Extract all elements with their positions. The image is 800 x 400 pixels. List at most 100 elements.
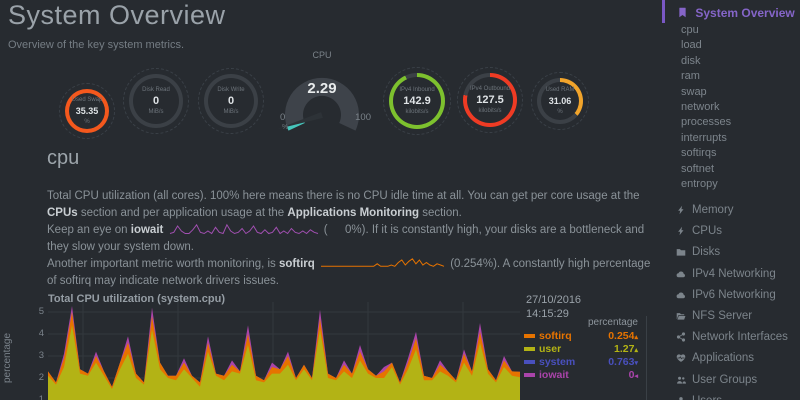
sidebar-item-nfs-server[interactable]: NFS Server [662, 305, 800, 326]
legend-divider [646, 316, 647, 400]
gauge-value: 0 [152, 95, 160, 107]
share-icon [676, 332, 686, 342]
cpu-paragraph-softirq: Another important metric worth monitorin… [47, 256, 651, 290]
gauge-title: Disk Write [217, 87, 245, 93]
legend-label: user [539, 343, 562, 355]
sidebar-item-memory[interactable]: Memory [662, 199, 800, 220]
softirq-label: softirq [279, 258, 315, 270]
y-tick: 3 [38, 350, 44, 361]
sidebar-item-label: System Overview [695, 6, 795, 20]
legend-label: system [539, 356, 576, 368]
gauge-disk-read[interactable]: Disk Read 0 MiB/s [123, 68, 189, 134]
sidebar-item-system-overview[interactable]: System Overview [662, 0, 800, 23]
sidebar-subitem-cpu[interactable]: cpu [681, 24, 699, 36]
sidebar-subitem-interrupts[interactable]: interrupts [681, 131, 727, 144]
sidebar-item-applications[interactable]: Applications [662, 348, 800, 369]
cpu-paragraph-utilization: Total CPU utilization (all cores). 100% … [47, 188, 651, 222]
text: ( [450, 258, 455, 270]
gauge-title: IPv4 Outbound [469, 86, 511, 92]
y-tick: 2 [38, 372, 44, 383]
iowait-value: 0% [344, 224, 362, 236]
users-icon [677, 376, 686, 384]
gauge-min: 0 [280, 112, 286, 123]
gauge-title: Used RAM [545, 87, 575, 93]
chart-title: Total CPU utilization (system.cpu) [48, 293, 226, 305]
y-tick: 4 [38, 328, 44, 339]
sidebar-subitem-swap[interactable]: swap [681, 85, 707, 98]
gauge-used-swap[interactable]: Used Swap 35.35 % [59, 83, 115, 139]
gauge-units: % [84, 119, 90, 125]
gauge-units: kilobits/s [478, 108, 502, 114]
cpu-description: Total CPU utilization (all cores). 100% … [47, 188, 651, 290]
text: section and per application usage at the [77, 207, 288, 219]
cloud-icon [676, 271, 685, 277]
legend-label: softirq [539, 330, 572, 342]
gauge-cpu[interactable]: CPU 2.29 0 100 % [267, 50, 377, 145]
sidebar-item-user-groups[interactable]: User Groups [662, 369, 800, 390]
chart-time: 14:15:29 [526, 308, 569, 320]
sidebar-subitem-ram[interactable]: ram [681, 70, 700, 83]
gauge-max: 100 [355, 112, 371, 123]
gauge-value: 2.29 [307, 80, 337, 97]
text: Another important metric worth monitorin… [47, 258, 280, 270]
gauge-ticks [531, 72, 589, 130]
softirq-value: 0.254% [454, 258, 494, 270]
legend-row-system[interactable]: system [524, 356, 575, 369]
legend-value-softirq: 0.254▴ [608, 330, 638, 342]
cpu-gauge-arc [277, 77, 359, 131]
bolt-icon [678, 226, 684, 236]
applications-monitoring-link[interactable]: Applications Monitoring [287, 207, 419, 219]
gauge-units: MiB/s [223, 109, 239, 115]
cpu-utilization-chart[interactable] [48, 302, 520, 400]
sidebar-item-cpus[interactable]: CPUs [662, 221, 800, 242]
folder-icon [676, 249, 686, 257]
legend-swatch [524, 334, 535, 339]
text: ). A constantly high percentage of softi… [47, 258, 651, 287]
gauge-units: % [557, 109, 563, 115]
gauge-title: CPU [312, 50, 332, 60]
gauge-ticks [198, 68, 264, 134]
legend-swatch [524, 373, 535, 378]
sidebar-item-ipv4-networking[interactable]: IPv4 Networking [662, 263, 800, 284]
gauge-used-ram[interactable]: Used RAM 31.06 % [531, 72, 589, 130]
sidebar-subitem-softirqs[interactable]: softirqs [681, 147, 717, 160]
legend-value-iowait: 0◂ [628, 369, 638, 381]
sidebar-item-network-interfaces[interactable]: Network Interfaces [662, 327, 800, 348]
chart-ylabel: percentage [2, 332, 13, 384]
sidebar-subitem-load[interactable]: load [681, 39, 702, 52]
sidebar-item-disks[interactable]: Disks [662, 242, 800, 263]
sidebar-item-users[interactable]: Users [662, 390, 800, 400]
cpus-link[interactable]: CPUs [47, 207, 78, 219]
legend-swatch [524, 347, 535, 352]
iowait-label: iowait [130, 224, 164, 236]
sidebar-subitem-network[interactable]: network [681, 101, 720, 114]
folder-open-icon [676, 313, 686, 320]
gauge-ticks [123, 68, 189, 134]
text: Total CPU utilization (all cores). 100% … [47, 190, 640, 202]
y-tick: 5 [38, 306, 44, 317]
sidebar-submenu: cpu load disk ram swap network processes… [662, 23, 800, 192]
gauge-value: 127.5 [476, 94, 504, 106]
gauge-ipv4-inbound[interactable]: IPv4 Inbound 142.9 kilobits/s [383, 67, 451, 135]
legend-row-softirq[interactable]: softirq [524, 330, 572, 343]
page-subtitle: Overview of the key system metrics. [8, 39, 185, 51]
gauge-disk-write[interactable]: Disk Write 0 MiB/s [198, 68, 264, 134]
gauge-title: Used Swap [71, 97, 103, 103]
legend-header: percentage [587, 317, 638, 328]
legend-label: iowait [539, 369, 569, 381]
legend-row-user[interactable]: user [524, 343, 561, 356]
sidebar-subitem-entropy[interactable]: entropy [681, 178, 718, 191]
legend-row-iowait[interactable]: iowait [524, 369, 569, 382]
legend-value-user: 1.27▴ [614, 343, 638, 355]
sidebar-subitem-processes[interactable]: processes [681, 116, 732, 129]
sidebar-subitem-disk[interactable]: disk [681, 54, 701, 67]
gauge-needle [277, 112, 323, 130]
sidebar-menu: Memory CPUs Disks IPv4 Networking IPv6 N… [662, 199, 800, 400]
legend-value-system: 0.763▾ [608, 356, 638, 368]
sidebar-subitem-softnet[interactable]: softnet [681, 162, 715, 175]
cpu-paragraph-iowait: Keep an eye on iowait (0%). If it is con… [47, 222, 651, 256]
user-icon [679, 396, 683, 400]
sidebar-item-ipv6-networking[interactable]: IPv6 Networking [662, 284, 800, 305]
gauge-ipv4-outbound[interactable]: IPv4 Outbound 127.5 kilobits/s [457, 67, 523, 133]
gauge-ticks [457, 67, 523, 133]
